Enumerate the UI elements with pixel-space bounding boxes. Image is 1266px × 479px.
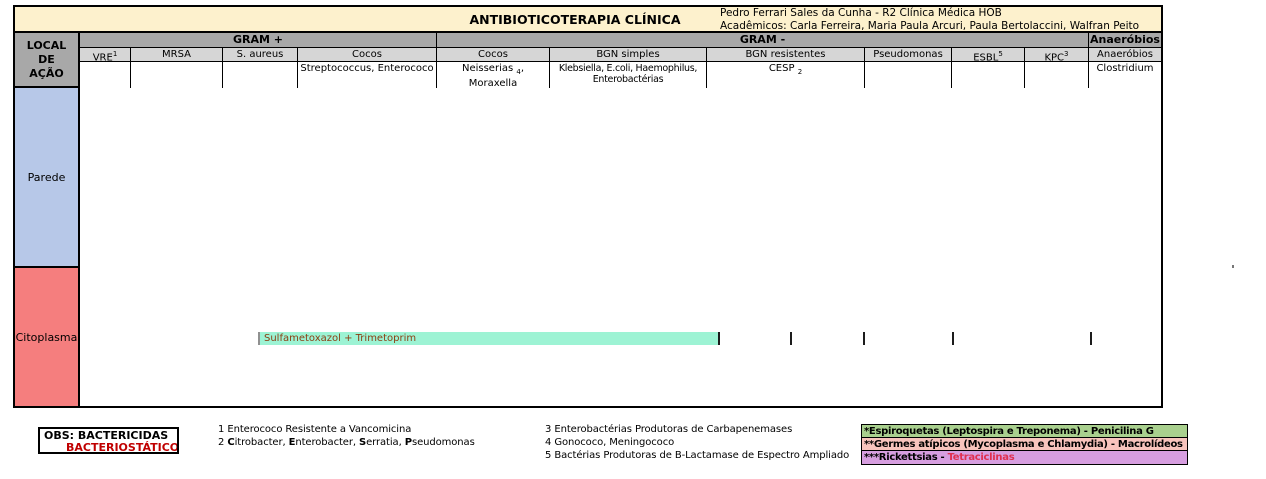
- footnote-4: 4 Gonococo, Meningococo: [545, 437, 675, 448]
- subheader-neisserias-moraxella: Neisserias 4, Moraxella: [437, 62, 550, 90]
- local-line-1: LOCAL: [26, 38, 67, 52]
- legend-espiroquetas: *Espiroquetas (Leptospira e Treponema) -…: [862, 425, 1187, 438]
- cell-border-tick: [952, 332, 954, 345]
- esbl-footnote-sup: 5: [998, 50, 1003, 58]
- parede-row-area: [80, 88, 1161, 268]
- obs-box: OBS: BACTERICIDAS BACTERIOSTÁTICOS: [38, 427, 179, 454]
- col-header-bgn-resistentes: BGN resistentes: [707, 48, 865, 61]
- subheader-kpc: [1025, 62, 1089, 90]
- col-header-s-aureus: S. aureus: [223, 48, 298, 61]
- col-header-anaerobios: Anaeróbios: [1097, 49, 1153, 60]
- subheader-esbl: [952, 62, 1025, 90]
- col-header-mrsa: MRSA: [131, 48, 223, 61]
- subheader-mrsa: [131, 62, 223, 90]
- col-header-kpc: KPC3: [1025, 48, 1089, 63]
- subheader-row: Streptococcus, Enterococo Neisserias 4, …: [80, 62, 1161, 90]
- local-de-acao-header: LOCAL DE AÇÃO: [15, 33, 80, 86]
- kpc-footnote-sup: 3: [1064, 50, 1069, 58]
- citoplasma-row: Citoplasma Sulfametoxazol + Trimetoprim: [15, 268, 1161, 406]
- tetraciclinas-highlight: Tetraciclinas: [947, 452, 1015, 463]
- footnotes-column-1: 1 Enterococo Resistente a Vancomicina 2 …: [218, 423, 475, 449]
- parede-row: Parede: [15, 88, 1161, 268]
- cell-border-tick: [790, 332, 792, 345]
- cell-border-tick: [718, 332, 720, 345]
- credit-line-2: Acadêmicos: Carla Ferreira, Maria Paula …: [720, 19, 1140, 32]
- vre-footnote-sup: 1: [112, 50, 118, 58]
- cell-border-tick: [1090, 332, 1092, 345]
- col-header-cocos-gram-pos: Cocos: [298, 48, 437, 61]
- page-title: ANTIBIOTICOTERAPIA CLÍNICA: [469, 12, 681, 27]
- parede-row-label: Parede: [15, 88, 80, 268]
- color-legend: *Espiroquetas (Leptospira e Treponema) -…: [861, 424, 1188, 465]
- credits-block: Pedro Ferrari Sales da Cunha - R2 Clínic…: [720, 7, 1139, 32]
- cell-border-tick: [863, 332, 865, 345]
- subheader-pseudomonas: [865, 62, 952, 90]
- sulfametoxazol-trimetoprim-bar: Sulfametoxazol + Trimetoprim: [258, 332, 718, 345]
- subheader-vre: [80, 62, 131, 90]
- col-header-esbl: ESBL5: [952, 48, 1025, 63]
- subheader-strepto-entero: Streptococcus, Enterococo: [298, 62, 437, 90]
- footnote-3: 3 Enterobactérias Produtoras de Carbapen…: [545, 424, 793, 435]
- col-header-vre: VRE1: [80, 48, 131, 63]
- credit-line-1: Pedro Ferrari Sales da Cunha - R2 Clínic…: [720, 7, 1002, 19]
- subheader-cesp: CESP 2: [707, 62, 865, 90]
- group-header-row: GRAM + GRAM - Anaeróbios: [80, 33, 1161, 48]
- antibiogram-table: ANTIBIOTICOTERAPIA CLÍNICA Pedro Ferrari…: [13, 5, 1163, 408]
- legend-rickettsias: ***Rickettsias - Tetraciclinas: [862, 451, 1187, 464]
- column-header-row: VRE1 MRSA S. aureus Cocos Cocos BGN simp…: [80, 48, 1161, 63]
- col-header-cocos-gram-neg: Cocos: [437, 48, 550, 61]
- subheader-clostridium: Clostridium: [1096, 63, 1154, 74]
- header-band: LOCAL DE AÇÃO GRAM + GRAM - Anaeróbios V…: [15, 33, 1161, 90]
- obs-bactericidas-label: OBS: BACTERICIDAS: [44, 429, 169, 442]
- citoplasma-row-area: Sulfametoxazol + Trimetoprim: [80, 268, 1161, 406]
- col-header-pseudomonas: Pseudomonas: [865, 48, 952, 61]
- neisserias-footnote-sub: 4: [516, 68, 521, 76]
- col-header-bgn-simples: BGN simples: [550, 48, 707, 61]
- stray-mark: [1232, 265, 1234, 268]
- title-row: ANTIBIOTICOTERAPIA CLÍNICA Pedro Ferrari…: [15, 7, 1161, 33]
- header-rows: GRAM + GRAM - Anaeróbios VRE1 MRSA S. au…: [80, 33, 1161, 90]
- footnotes-column-2: 3 Enterobactérias Produtoras de Carbapen…: [545, 423, 849, 462]
- local-line-2: DE: [38, 52, 55, 66]
- obs-bacteriostaticos-label: BACTERIOSTÁTICOS: [66, 440, 179, 454]
- cesp-footnote-sub: 2: [797, 68, 803, 76]
- footnote-1: 1 Enterococo Resistente a Vancomicina: [218, 424, 412, 435]
- footnote-2: 2 Citrobacter, Enterobacter, Serratia, P…: [218, 437, 475, 448]
- subheader-enterobacterias: Klebsiella, E.coli, Haemophilus, Enterob…: [550, 62, 707, 90]
- footnote-5: 5 Bactérias Produtoras de B-Lactamase de…: [545, 450, 850, 461]
- group-gram-positive: GRAM +: [80, 33, 437, 47]
- legend-germes-atipicos: **Germes atípicos (Mycoplasma e Chlamydi…: [862, 438, 1187, 451]
- citoplasma-row-label: Citoplasma: [15, 268, 80, 406]
- local-line-3: AÇÃO: [29, 66, 64, 80]
- group-gram-negative: GRAM -: [437, 33, 1089, 47]
- group-anaerobes: Anaeróbios: [1090, 33, 1160, 46]
- subheader-s-aureus: [223, 62, 298, 90]
